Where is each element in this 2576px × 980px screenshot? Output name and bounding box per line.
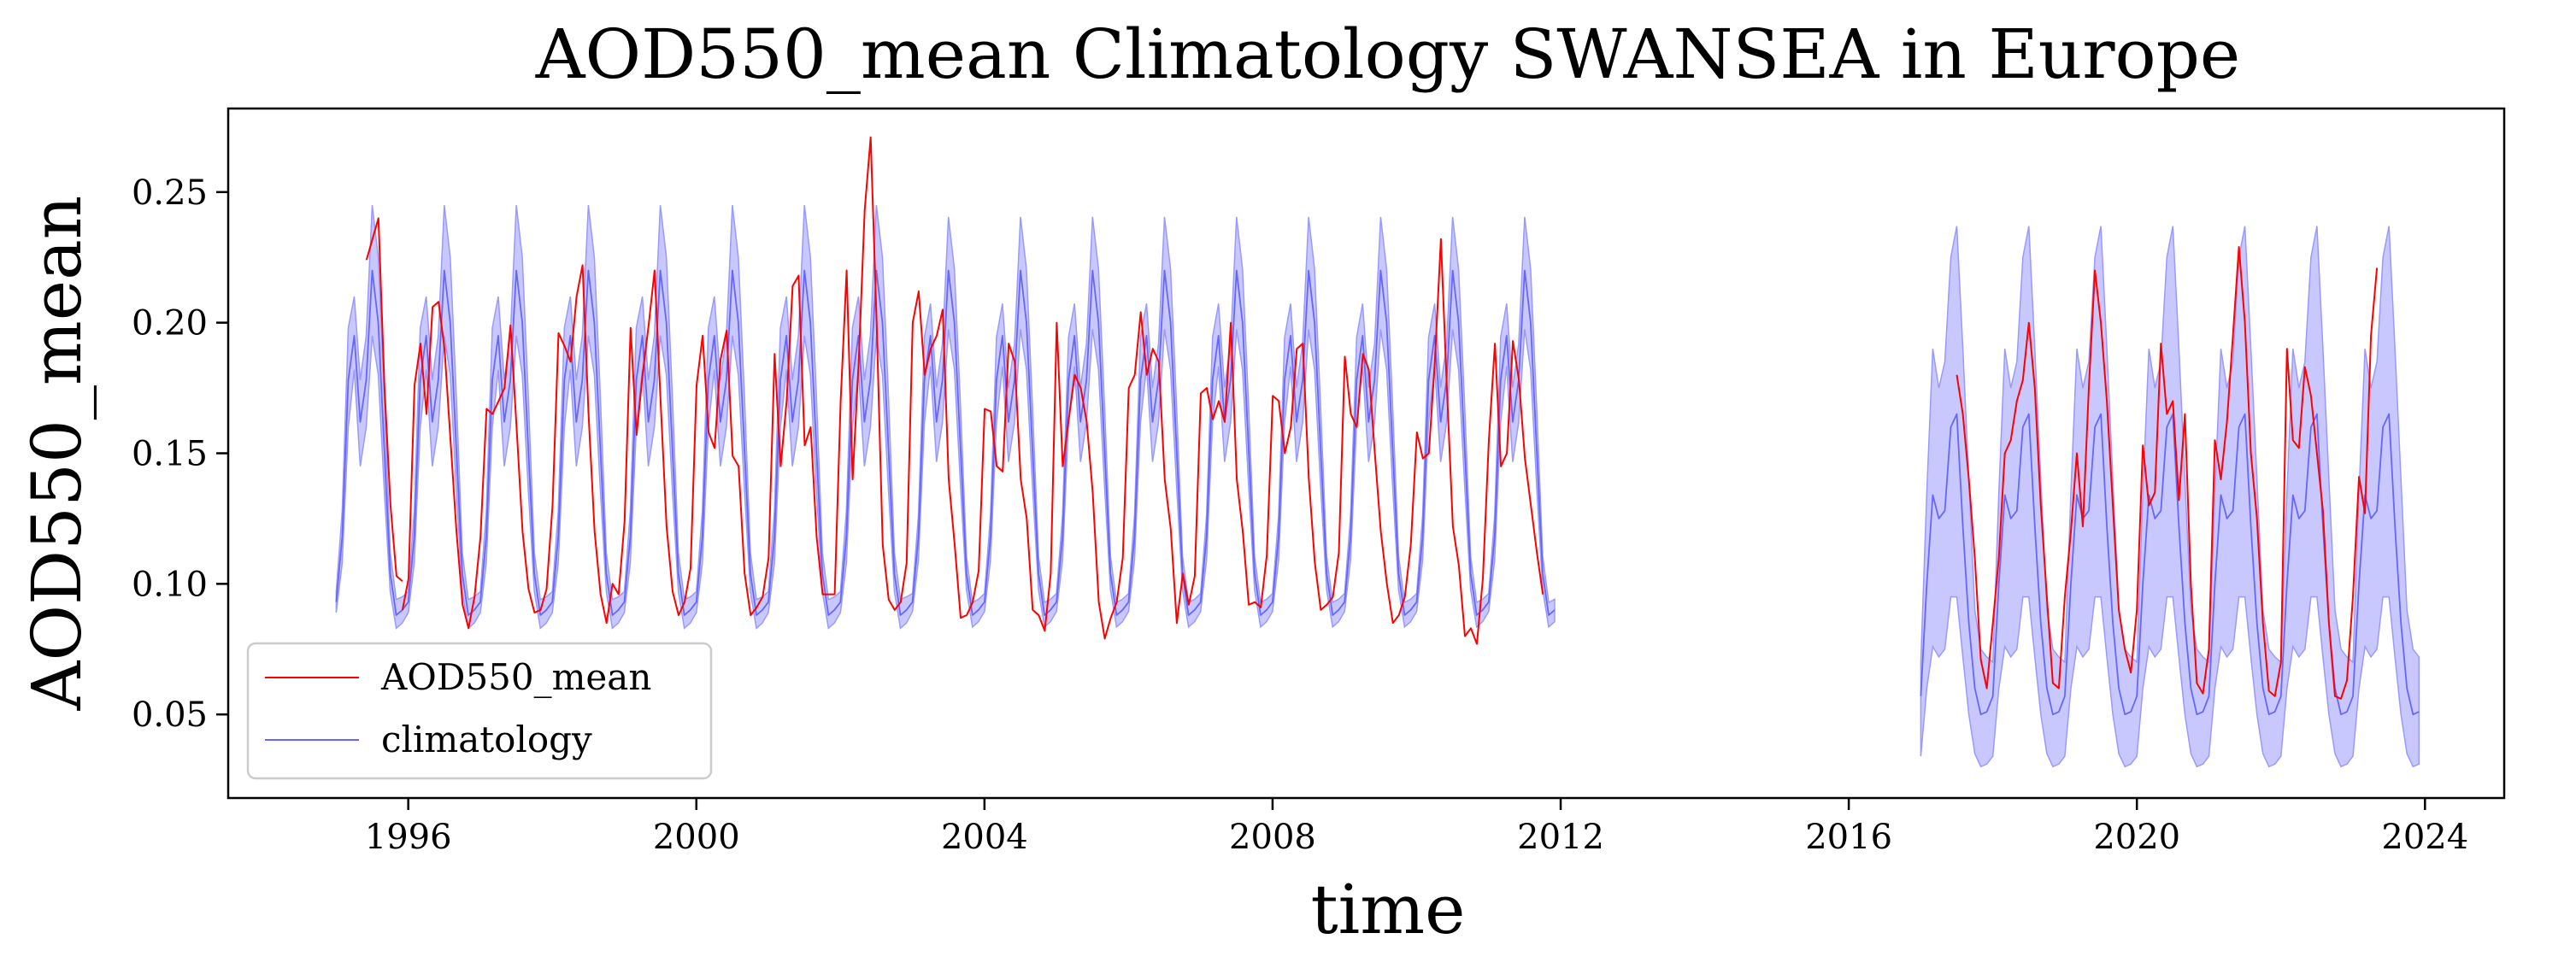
x-tick-label: 2012: [1517, 818, 1604, 857]
y-tick-label: 0.25: [132, 173, 208, 213]
legend-label-climatology: climatology: [381, 719, 592, 760]
legend-label-observed: AOD550_mean: [380, 656, 651, 698]
y-tick-label: 0.20: [132, 304, 208, 343]
y-tick-label: 0.15: [132, 435, 208, 474]
climatology-band-layer: [335, 205, 2420, 768]
x-tick-label: 1996: [365, 818, 452, 857]
x-axis: 1996 2000 2004 2008 2012 2016 2020 2024: [365, 798, 2468, 857]
observed-line-layer: [365, 136, 2379, 700]
climatology-line-layer: [335, 269, 2420, 716]
climatology-band-1: [1920, 226, 2420, 768]
x-tick-label: 2016: [1805, 818, 1892, 857]
y-axis: 0.05 0.10 0.15 0.20 0.25: [132, 173, 228, 735]
x-tick-label: 2004: [941, 818, 1028, 857]
observed-line-0: [365, 217, 403, 583]
y-tick-label: 0.10: [132, 565, 208, 604]
observed-line-2: [1956, 246, 2379, 700]
y-tick-label: 0.05: [132, 695, 208, 735]
y-axis-label: AOD550_mean: [17, 196, 97, 712]
x-tick-label: 2024: [2381, 818, 2468, 857]
legend-box: [246, 642, 713, 780]
observed-line-1: [401, 136, 1544, 645]
legend: AOD550_mean climatology: [246, 642, 713, 780]
x-tick-label: 2000: [653, 818, 740, 857]
x-axis-label: time: [1311, 870, 1466, 949]
climatology-band-0: [335, 205, 1556, 630]
x-tick-label: 2008: [1229, 818, 1316, 857]
climatology-line-1: [1920, 413, 2420, 716]
x-tick-label: 2020: [2093, 818, 2180, 857]
climatology-line-0: [335, 269, 1556, 616]
chart-title: AOD550_mean Climatology SWANSEA in Europ…: [535, 15, 2241, 94]
